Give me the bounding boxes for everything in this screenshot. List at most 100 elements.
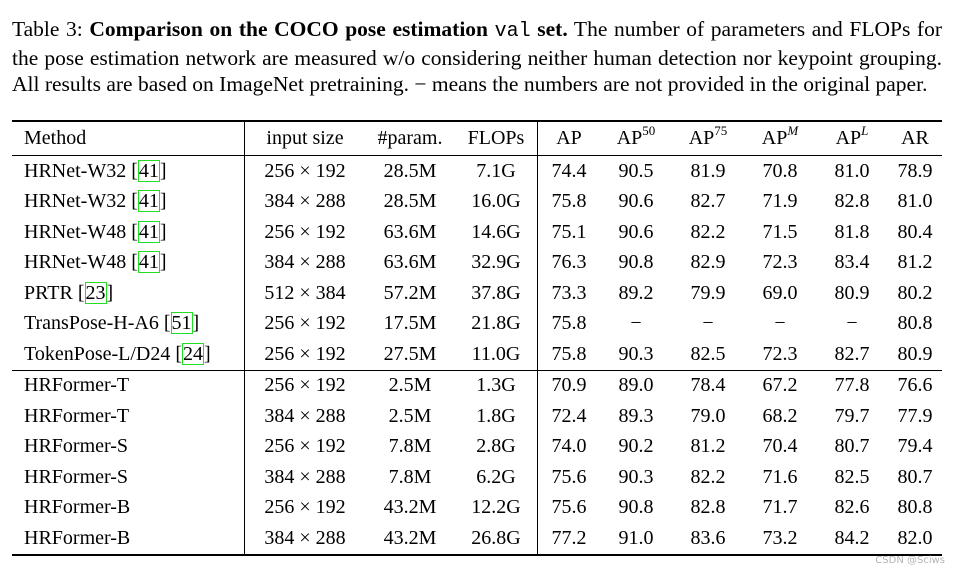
table-row: HRFormer-S 256 × 192 7.8M 2.8G 74.0 90.2 81.2 7… bbox=[12, 431, 942, 462]
cell-ar: 81.2 bbox=[897, 251, 933, 274]
table-row: HRFormer-B 384 × 288 43.2M 26.8G 77.2 91.0 83.… bbox=[12, 523, 942, 556]
cell-ap50: 89.2 bbox=[618, 281, 654, 304]
cell-method: HRFormer-B bbox=[12, 523, 245, 556]
cell-params: 7.8M bbox=[388, 465, 432, 488]
cell-params: 28.5M bbox=[383, 190, 437, 213]
method-name: TokenPose-L/D24 bbox=[24, 342, 171, 365]
method-name: HRNet-W48 bbox=[24, 251, 127, 274]
cell-ap: 75.6 bbox=[551, 496, 587, 519]
cell-apm: 69.0 bbox=[762, 281, 798, 304]
cell-ar: 80.7 bbox=[897, 465, 933, 488]
cell-flops: 16.0G bbox=[455, 186, 538, 217]
cell-ap: 75.8 bbox=[551, 312, 587, 335]
table-row: TokenPose-L/D24 [24] 256 × 192 27.5M 11.0G 7… bbox=[12, 339, 942, 370]
cell-ap: 72.4 bbox=[551, 404, 587, 427]
cell-params: 2.5M bbox=[365, 369, 455, 401]
cell-method: HRFormer-S bbox=[12, 462, 245, 493]
cell-ar: 76.6 bbox=[888, 369, 942, 401]
cell-flops: 6.2G bbox=[455, 462, 538, 493]
cell-ap50: 90.3 bbox=[618, 342, 654, 365]
baseline-group: HRNet-W32 [41] 256 × 192 28.5M 7.1G 74.4 90.5… bbox=[12, 155, 942, 370]
header-row: Method input size #param. FLOPs AP AP50 … bbox=[12, 120, 942, 156]
cell-input: 384 × 288 bbox=[264, 465, 346, 488]
citation-link[interactable]: 41 bbox=[137, 190, 160, 213]
cell-apm: 67.2 bbox=[744, 369, 816, 401]
cell-ap50: 90.5 bbox=[618, 159, 654, 182]
cell-params: 57.2M bbox=[383, 281, 437, 304]
citation-link[interactable]: 41 bbox=[137, 159, 160, 182]
cell-ar: 79.4 bbox=[897, 435, 933, 458]
cell-flops: 14.6G bbox=[455, 217, 538, 248]
cell-params: 17.5M bbox=[383, 312, 437, 335]
cell-ap50: 91.0 bbox=[600, 523, 672, 556]
cell-ap75: 82.5 bbox=[690, 342, 726, 365]
citation-link[interactable]: 24 bbox=[182, 342, 205, 365]
table-row: HRNet-W32 [41] 384 × 288 28.5M 16.0G 75.8 90.… bbox=[12, 186, 942, 217]
table-caption: Table 3: Comparison on the COCO pose est… bbox=[12, 16, 942, 97]
table-row: HRFormer-B 256 × 192 43.2M 12.2G 75.6 90.8 82.… bbox=[12, 492, 942, 523]
cell-method: HRNet-W48 [41] bbox=[12, 217, 245, 248]
cell-ap75: 78.4 bbox=[672, 369, 744, 401]
hrformer-group: HRFormer-T 256 × 192 2.5M 1.3G 70.9 89.0 78.4 6… bbox=[12, 369, 942, 556]
cell-method: HRFormer-T bbox=[12, 401, 245, 432]
cell-apl: 84.2 bbox=[816, 523, 888, 556]
cell-input: 384 × 288 bbox=[264, 251, 346, 274]
cell-ar: 78.9 bbox=[897, 159, 933, 182]
citation-link[interactable]: 41 bbox=[137, 251, 160, 274]
cell-apm: 73.2 bbox=[744, 523, 816, 556]
cell-apm: 71.5 bbox=[762, 220, 798, 243]
table-row: HRNet-W32 [41] 256 × 192 28.5M 7.1G 74.4 90.5… bbox=[12, 155, 942, 187]
cell-flops: 1.8G bbox=[455, 401, 538, 432]
cell-flops: 21.8G bbox=[455, 308, 538, 339]
cell-apl: 82.7 bbox=[834, 342, 870, 365]
results-table: Method input size #param. FLOPs AP AP50 … bbox=[12, 120, 942, 556]
caption-val-mono: val bbox=[494, 20, 531, 43]
cell-ap: 75.8 bbox=[551, 190, 587, 213]
method-name: HRNet-W48 bbox=[24, 220, 127, 243]
table-row: PRTR [23] 512 × 384 57.2M 37.8G 73.3 89.2 79.9… bbox=[12, 278, 942, 309]
header-ap: AP bbox=[537, 120, 600, 156]
cell-apm: 71.7 bbox=[762, 496, 798, 519]
cell-ar: 80.2 bbox=[897, 281, 933, 304]
method-name: PRTR bbox=[24, 281, 73, 304]
citation-link[interactable]: 41 bbox=[137, 220, 160, 243]
cell-flops: 1.3G bbox=[455, 369, 538, 401]
header-apl-base: AP bbox=[835, 127, 862, 149]
method-name: HRFormer-T bbox=[24, 374, 130, 397]
method-name: HRFormer-T bbox=[24, 404, 130, 427]
cell-apm: − bbox=[774, 312, 786, 335]
cell-ap50: 90.6 bbox=[618, 220, 654, 243]
cell-apm: 71.6 bbox=[762, 465, 798, 488]
cell-input: 384 × 288 bbox=[244, 523, 365, 556]
cell-ar: 80.8 bbox=[897, 312, 933, 335]
cell-input: 256 × 192 bbox=[264, 312, 346, 335]
cell-params: 43.2M bbox=[365, 523, 455, 556]
method-name: HRFormer-B bbox=[24, 526, 131, 549]
cell-input: 512 × 384 bbox=[264, 281, 346, 304]
cell-ap: 77.2 bbox=[537, 523, 600, 556]
cell-flops: 7.1G bbox=[455, 155, 538, 187]
cell-apl: 79.7 bbox=[834, 404, 870, 427]
cell-apl: 77.8 bbox=[816, 369, 888, 401]
cell-apl: 82.8 bbox=[834, 190, 870, 213]
table-row: HRFormer-T 256 × 192 2.5M 1.3G 70.9 89.0 78.4 6… bbox=[12, 369, 942, 401]
method-name: HRFormer-B bbox=[24, 496, 131, 519]
cell-apl: 83.4 bbox=[834, 251, 870, 274]
cell-input: 256 × 192 bbox=[264, 220, 346, 243]
citation-link[interactable]: 51 bbox=[170, 312, 193, 335]
cell-ap75: 81.2 bbox=[690, 435, 726, 458]
caption-body: The number of parameters and FLOPs for t… bbox=[12, 17, 942, 96]
cell-ap: 74.0 bbox=[551, 435, 587, 458]
cell-ap75: 79.0 bbox=[690, 404, 726, 427]
cell-params: 63.6M bbox=[383, 220, 437, 243]
cell-input: 256 × 192 bbox=[264, 342, 346, 365]
cell-apm: 72.3 bbox=[762, 251, 798, 274]
cell-ar: 81.0 bbox=[897, 190, 933, 213]
cell-flops: 26.8G bbox=[455, 523, 538, 556]
table-header: Method input size #param. FLOPs AP AP50 … bbox=[12, 120, 942, 156]
cell-ap50: 90.8 bbox=[618, 251, 654, 274]
table-row: HRFormer-T 384 × 288 2.5M 1.8G 72.4 89.3 79.0 6… bbox=[12, 401, 942, 432]
cell-flops: 11.0G bbox=[455, 339, 538, 370]
header-apm-base: AP bbox=[761, 127, 788, 149]
citation-link[interactable]: 23 bbox=[84, 281, 107, 304]
